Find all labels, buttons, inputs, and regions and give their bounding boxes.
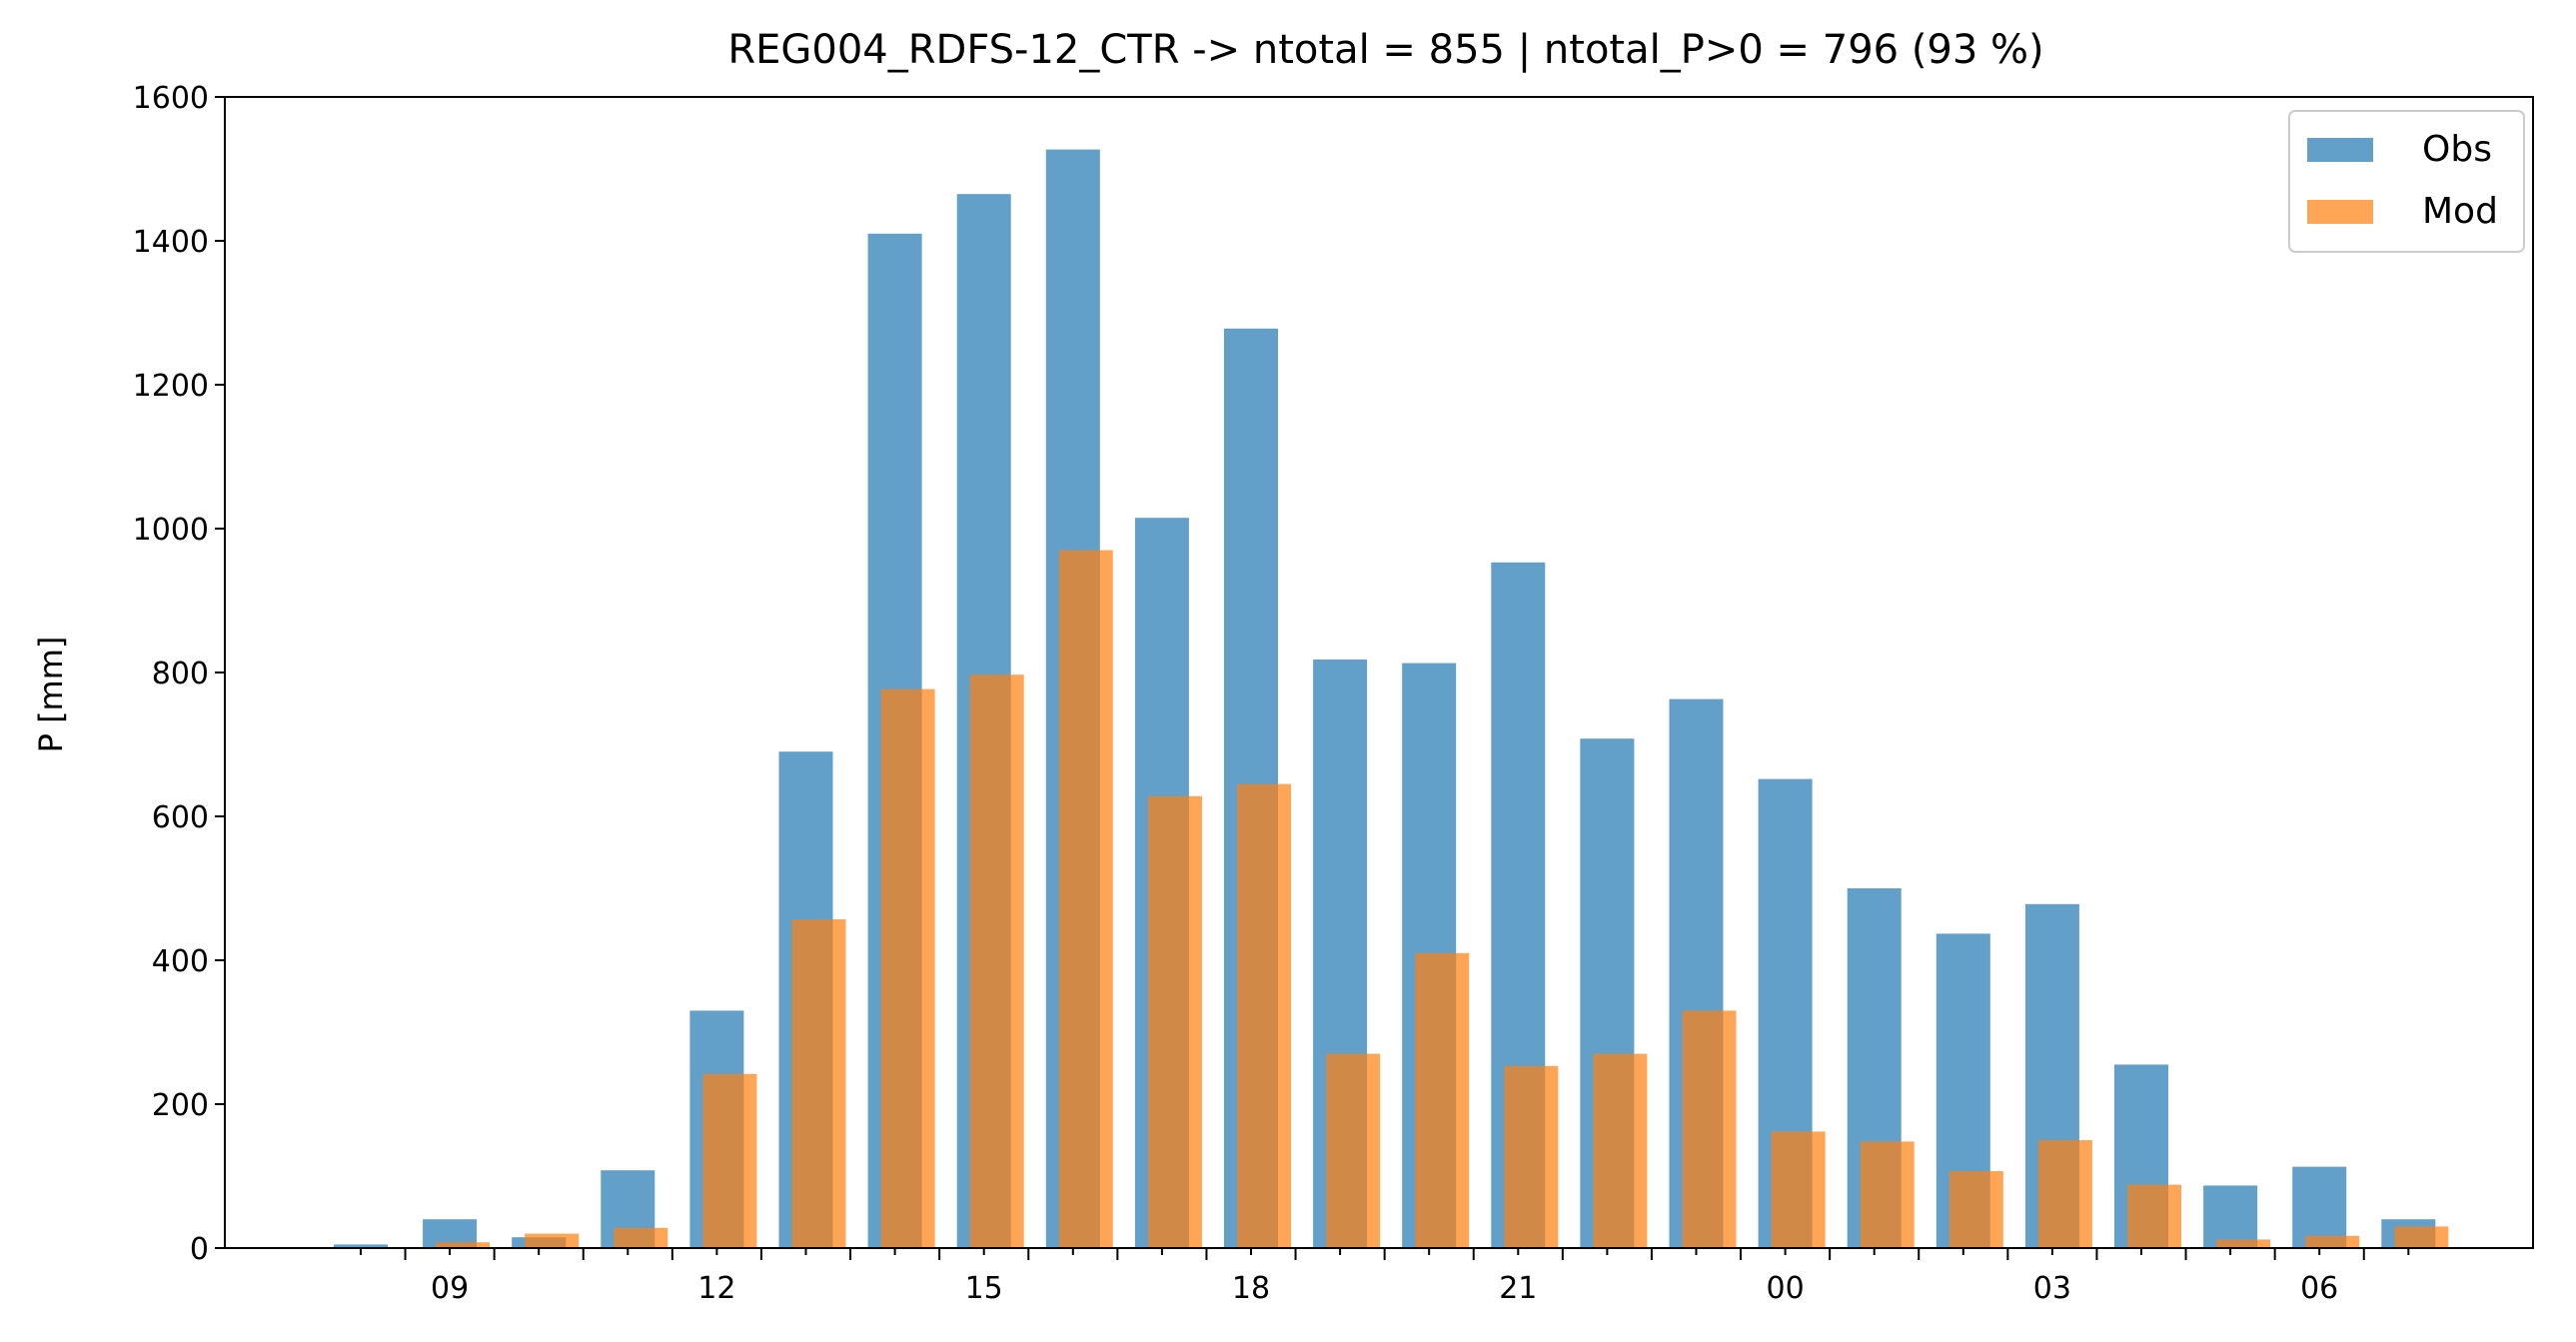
x-axis-ticks: 09 12 15 18 21 00 03 06 [360,1248,2410,1306]
y-tick-label: 1400 [133,225,209,260]
y-axis-label: P [mm] [32,637,70,753]
mod-bar-11 [614,1227,668,1248]
y-tick-label: 1200 [133,369,209,404]
mod-bar-14 [880,688,935,1248]
mod-bar-03 [2037,1140,2092,1248]
y-tick-label: 0 [190,1232,209,1267]
mod-bar-20 [1415,952,1470,1248]
y-tick-label: 800 [152,657,209,691]
mod-bar-19 [1326,1053,1381,1248]
mod-bar-22 [1593,1053,1648,1248]
mod-bar-02 [1948,1171,2003,1248]
mod-bar-06 [2305,1235,2360,1248]
mod-bar-23 [1682,1010,1737,1248]
mod-bar-18 [1237,783,1291,1248]
y-tick-label: 400 [152,944,209,979]
mod-bar-05 [2216,1239,2271,1248]
legend-label-obs: Obs [2422,129,2492,170]
y-tick-label: 1000 [133,513,209,548]
plot-frame [224,96,2534,1249]
mod-bar-17 [1147,795,1202,1248]
mod-bar-15 [969,674,1024,1248]
mod-bar-10 [525,1233,580,1248]
x-tick-label-09: 09 [431,1271,469,1306]
x-tick-label-15: 15 [965,1271,1003,1306]
mod-bar-13 [791,919,846,1248]
mod-bar-00 [1771,1131,1826,1248]
legend: Obs Mod [2288,110,2525,253]
x-tick-label-21: 21 [1499,1271,1537,1306]
legend-swatch-obs [2307,138,2373,162]
mod-bar-04 [2127,1184,2181,1248]
x-tick-label-18: 18 [1232,1271,1270,1306]
y-tick-label: 600 [152,800,209,835]
mod-bar-07 [2394,1226,2449,1248]
x-tick-label-00: 00 [1767,1271,1805,1306]
mod-bars [436,550,2449,1248]
mod-bar-01 [1860,1141,1915,1248]
y-tick-label: 1600 [133,81,209,116]
obs-bars [334,149,2436,1249]
mod-bar-21 [1504,1065,1559,1248]
legend-swatch-mod [2307,200,2373,224]
x-tick-label-03: 03 [2033,1271,2071,1306]
chart-title: REG004_RDFS-12_CTR -> ntotal = 855 | nto… [727,27,2043,73]
obs-bar-05 [2203,1185,2258,1248]
y-axis-ticks: 0 200 400 600 800 1000 1200 1400 1600 [133,81,225,1267]
obs-bar-08 [334,1244,388,1248]
x-tick-label-06: 06 [2300,1271,2338,1306]
legend-label-mod: Mod [2422,191,2498,232]
y-tick-label: 200 [152,1088,209,1123]
obs-bar-06 [2292,1166,2347,1248]
mod-bar-16 [1058,550,1113,1248]
mod-bar-09 [436,1242,491,1248]
x-tick-label-12: 12 [697,1271,735,1306]
mod-bar-12 [702,1073,757,1248]
